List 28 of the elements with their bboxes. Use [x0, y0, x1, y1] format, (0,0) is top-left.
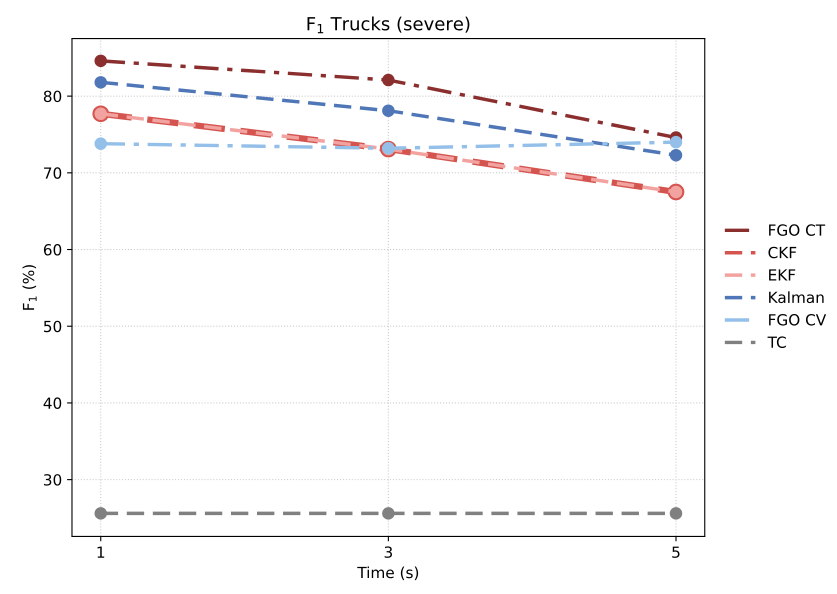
- x-tick-label: 3: [384, 546, 392, 558]
- x-tick-label: 5: [672, 546, 680, 558]
- point: [670, 148, 682, 162]
- y-tick-label: 60: [44, 244, 62, 256]
- legend-label: Kalman: [769, 291, 824, 304]
- point: [94, 76, 107, 89]
- point: [670, 507, 682, 520]
- y-tick-label: 40: [44, 397, 62, 409]
- point: [382, 104, 395, 117]
- y-tick-label: 50: [44, 320, 62, 332]
- point: [670, 136, 682, 148]
- y-tick-label: 70: [44, 167, 62, 179]
- legend-label: TC: [768, 336, 786, 348]
- point: [94, 507, 107, 520]
- legend-label: FGO CT: [769, 224, 826, 236]
- legend-label: EKF: [769, 269, 796, 280]
- x-axis-title: Time (s): [357, 566, 418, 580]
- y-axis-title: F$_{1}$ (%): [22, 265, 37, 310]
- legend-label: CKF: [768, 246, 796, 258]
- point: [382, 74, 395, 86]
- x-tick-label: 1: [98, 546, 104, 558]
- point: [382, 507, 395, 520]
- point: [94, 137, 107, 150]
- legend-label: FGO CV: [769, 314, 826, 326]
- y-tick-label: 80: [44, 90, 62, 102]
- y-tick-label: 30: [44, 474, 62, 486]
- point: [94, 54, 107, 68]
- chart-title: F$_{1}$ Trucks (severe): [308, 16, 470, 34]
